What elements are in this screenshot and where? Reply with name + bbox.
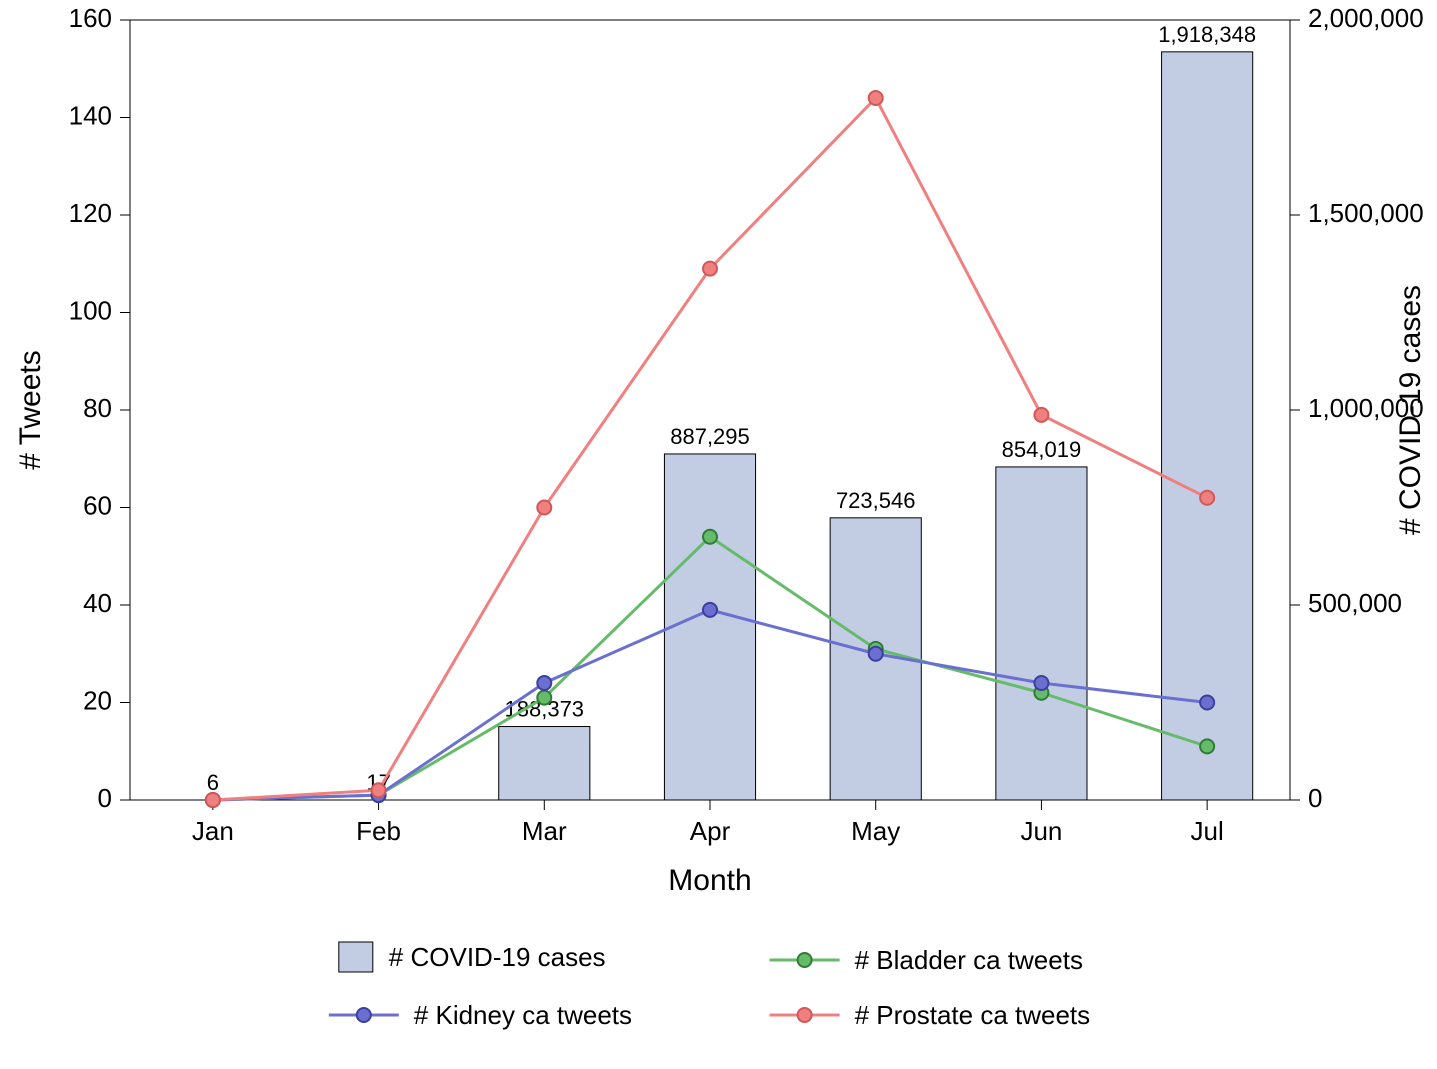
line-marker bbox=[703, 603, 717, 617]
line-marker bbox=[372, 783, 386, 797]
chart-container: 0204060801001201401600500,0001,000,0001,… bbox=[0, 0, 1437, 1069]
line-marker bbox=[537, 691, 551, 705]
y-left-tick: 160 bbox=[69, 3, 112, 33]
bar bbox=[1162, 52, 1253, 800]
y-left-tick: 140 bbox=[69, 100, 112, 130]
x-axis-label: Month bbox=[668, 864, 751, 897]
line-marker bbox=[1200, 696, 1214, 710]
y-left-tick: 0 bbox=[98, 783, 112, 813]
y-right-tick: 0 bbox=[1308, 783, 1322, 813]
line-marker bbox=[869, 647, 883, 661]
legend-marker bbox=[798, 1008, 812, 1022]
y-left-tick: 40 bbox=[83, 588, 112, 618]
y-left-tick: 120 bbox=[69, 198, 112, 228]
chart-svg: 0204060801001201401600500,0001,000,0001,… bbox=[0, 0, 1437, 1069]
y-left-tick: 60 bbox=[83, 490, 112, 520]
line-marker bbox=[1200, 739, 1214, 753]
line-marker bbox=[1034, 408, 1048, 422]
x-tick-label: Jul bbox=[1191, 816, 1224, 846]
y-right-tick: 1,500,000 bbox=[1308, 198, 1424, 228]
bar-value-label: 1,918,348 bbox=[1158, 22, 1256, 47]
line-marker bbox=[537, 501, 551, 515]
legend-label: # COVID-19 cases bbox=[389, 942, 606, 972]
legend-label: # Bladder ca tweets bbox=[855, 945, 1083, 975]
legend-swatch-bar bbox=[339, 942, 373, 972]
bar-value-label: 887,295 bbox=[670, 424, 750, 449]
x-tick-label: Feb bbox=[356, 816, 401, 846]
y-right-tick: 2,000,000 bbox=[1308, 3, 1424, 33]
bar bbox=[499, 727, 590, 800]
y-left-tick: 80 bbox=[83, 393, 112, 423]
y-right-tick: 500,000 bbox=[1308, 588, 1402, 618]
bar bbox=[996, 467, 1087, 800]
legend-marker bbox=[357, 1008, 371, 1022]
line-marker bbox=[537, 676, 551, 690]
line-marker bbox=[869, 91, 883, 105]
x-tick-label: Apr bbox=[690, 816, 731, 846]
legend-marker bbox=[798, 953, 812, 967]
x-tick-label: Jan bbox=[192, 816, 234, 846]
bar-value-label: 723,546 bbox=[836, 488, 916, 513]
line-marker bbox=[1034, 676, 1048, 690]
y-left-axis-label: # Tweets bbox=[14, 350, 47, 470]
line-marker bbox=[703, 530, 717, 544]
y-right-axis-label: # COVID-19 cases bbox=[1394, 285, 1427, 535]
y-left-tick: 20 bbox=[83, 685, 112, 715]
x-tick-label: May bbox=[851, 816, 900, 846]
legend-label: # Prostate ca tweets bbox=[855, 1000, 1091, 1030]
bar bbox=[664, 454, 755, 800]
bar-value-label: 6 bbox=[207, 770, 219, 795]
legend-label: # Kidney ca tweets bbox=[414, 1000, 632, 1030]
x-tick-label: Mar bbox=[522, 816, 567, 846]
line-marker bbox=[206, 793, 220, 807]
line-marker bbox=[703, 262, 717, 276]
line-marker bbox=[1200, 491, 1214, 505]
y-left-tick: 100 bbox=[69, 295, 112, 325]
x-tick-label: Jun bbox=[1020, 816, 1062, 846]
bar-value-label: 854,019 bbox=[1002, 437, 1082, 462]
